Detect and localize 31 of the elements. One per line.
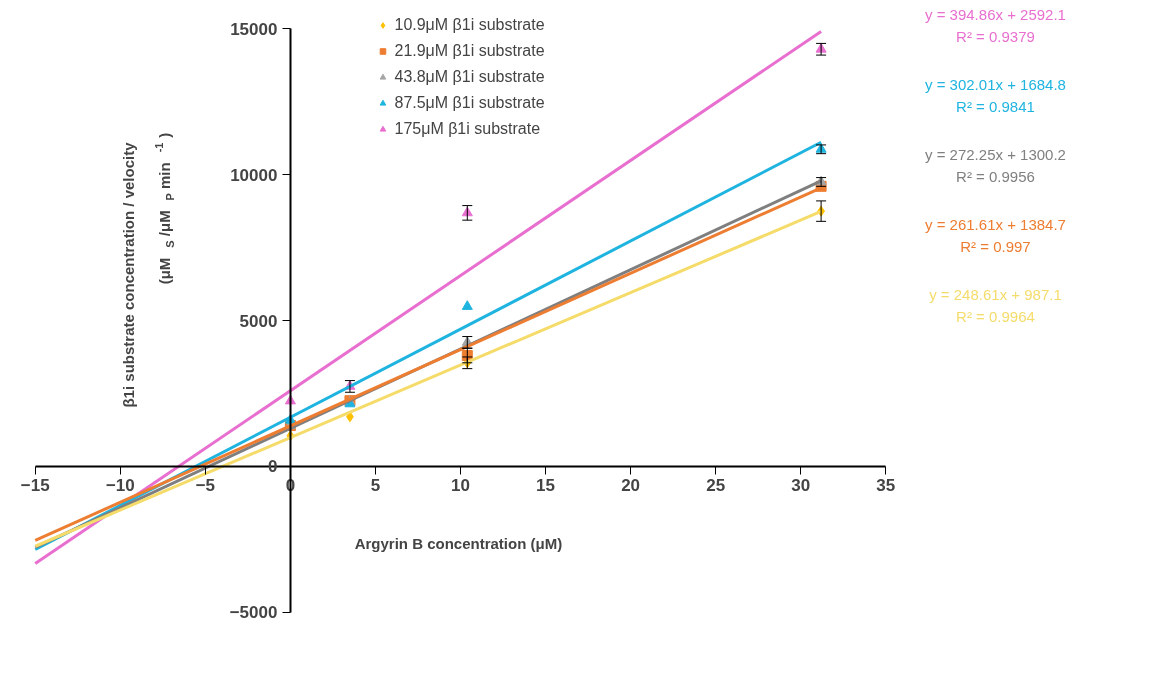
- x-tick-label: 30: [791, 476, 811, 496]
- text: y = 302.01x + 1684.8: [925, 75, 1066, 95]
- x-tick-label: −5: [195, 476, 216, 496]
- legend-label: 87.5μM β1i substrate: [394, 94, 545, 112]
- y-tick-label: −5000: [229, 603, 278, 623]
- text: R² = 0.9964: [955, 307, 1036, 327]
- x-tick-label: 15: [536, 476, 556, 496]
- text: R² = 0.997: [959, 237, 1032, 257]
- x-tick-label: −15: [20, 476, 50, 496]
- x-tick-label: 10: [451, 476, 470, 496]
- x-tick-label: −10: [105, 476, 135, 496]
- y-tick-label: 10000: [230, 165, 278, 185]
- x-tick-label: 25: [706, 476, 726, 496]
- text: y = 261.61x + 1384.7: [925, 215, 1066, 235]
- x-tick-label: 20: [621, 476, 641, 496]
- text: R² = 0.9956: [955, 167, 1036, 187]
- text: y = 394.86x + 2592.1: [925, 5, 1066, 25]
- text: β1i substrate concentration / velocity (μMS/μMPmin-1): [120, 132, 176, 408]
- y-tick-label: 5000: [239, 311, 278, 331]
- legend-label: 10.9μM β1i substrate: [394, 16, 545, 34]
- text: R² = 0.9841: [955, 97, 1036, 117]
- y-tick-label: 15000: [230, 19, 278, 39]
- text: y = 248.61x + 987.1: [928, 285, 1063, 305]
- x-axis-title: Argyrin B concentration (μM): [354, 534, 563, 552]
- x-tick-label: 35: [876, 476, 896, 496]
- text: R² = 0.9379: [955, 27, 1036, 47]
- legend-label: 175μM β1i substrate: [394, 120, 541, 138]
- text: y = 272.25x + 1300.2: [925, 145, 1066, 165]
- x-tick-label: 5: [370, 476, 381, 496]
- legend-label: 43.8μM β1i substrate: [394, 68, 545, 86]
- legend-label: 21.9μM β1i substrate: [394, 42, 545, 60]
